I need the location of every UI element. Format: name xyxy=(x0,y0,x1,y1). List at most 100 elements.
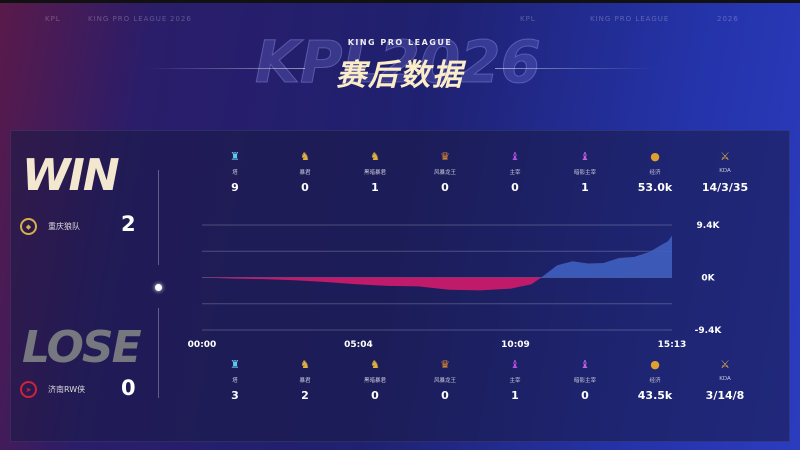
stat-tyrant: ♞ 暴君 2 xyxy=(270,358,340,402)
stat-label: 风暴龙王 xyxy=(433,378,456,384)
stat-overlord: ♝ 主宰 0 xyxy=(480,150,550,194)
tower-icon: ♜ xyxy=(230,150,240,163)
winner-team: ◆ 重庆狼队 xyxy=(20,218,80,235)
loser-score: 0 xyxy=(121,376,136,400)
overlord-icon: ♝ xyxy=(510,358,520,371)
stat-label: 暗影主宰 xyxy=(573,170,596,176)
win-label: WIN xyxy=(22,150,120,201)
sword-icon: ⚔ xyxy=(720,150,730,163)
gold-icon: ● xyxy=(650,358,660,371)
title-divider xyxy=(495,68,655,69)
stat-shadow-overlord: ♝ 暗影主宰 1 xyxy=(550,150,620,194)
stat-label: 经济 xyxy=(649,170,661,176)
overlord-icon: ♝ xyxy=(510,150,520,163)
stat-label: 暗影主宰 xyxy=(573,378,596,384)
stat-storm-dragon: ♛ 风暴龙王 0 xyxy=(410,358,480,402)
shadow-overlord-icon: ♝ xyxy=(580,358,590,371)
stat-value: 0 xyxy=(441,181,449,194)
y-tick-label: 0K xyxy=(701,274,715,284)
stat-label: 塔 xyxy=(232,378,238,384)
shadow-overlord-icon: ♝ xyxy=(580,150,590,163)
stat-sword: ⚔ KDA 3/14/8 xyxy=(690,358,760,402)
stat-value: 0 xyxy=(371,389,379,402)
stat-label: 经济 xyxy=(649,378,661,384)
team-name: 济南RW侠 xyxy=(48,385,86,394)
divider-line xyxy=(158,170,159,265)
storm-dragon-icon: ♛ xyxy=(440,150,450,163)
stat-value: 2 xyxy=(301,389,309,402)
title-divider xyxy=(145,68,305,69)
gold-lead-area-positive xyxy=(202,235,672,278)
dark-tyrant-icon: ♞ xyxy=(370,150,380,163)
storm-dragon-icon: ♛ xyxy=(440,358,450,371)
stat-value: 43.5k xyxy=(637,389,673,402)
stat-gold: ● 经济 53.0k xyxy=(620,150,690,194)
stat-label: 暴君 xyxy=(299,170,311,176)
stat-overlord: ♝ 主宰 1 xyxy=(480,358,550,402)
stat-value: 0 xyxy=(581,389,589,402)
y-tick-label: -9.4K xyxy=(695,326,723,336)
stat-value: 53.0k xyxy=(637,181,673,194)
stat-value: 14/3/35 xyxy=(701,181,749,194)
stat-value: 1 xyxy=(511,389,519,402)
watermark: 2026 xyxy=(170,15,192,23)
stat-value: 3/14/8 xyxy=(705,389,745,402)
stat-label: 暴君 xyxy=(299,378,311,384)
dark-tyrant-icon: ♞ xyxy=(370,358,380,371)
league-subtitle: KING PRO LEAGUE xyxy=(347,38,453,47)
stat-label: 黑暗暴君 xyxy=(363,378,386,384)
winner-score: 2 xyxy=(121,212,136,236)
tyrant-icon: ♞ xyxy=(300,150,310,163)
loser-team: ➤ 济南RW侠 xyxy=(20,381,85,398)
gold-icon: ● xyxy=(650,150,660,163)
stat-label: 风暴龙王 xyxy=(433,170,456,176)
stat-value: 1 xyxy=(581,181,589,194)
stat-value: 3 xyxy=(231,389,239,402)
stat-value: 9 xyxy=(231,181,239,194)
top-border xyxy=(0,0,800,3)
center-dot xyxy=(155,284,162,291)
big-watermark: KPL2026 xyxy=(255,28,542,97)
stat-value: 1 xyxy=(371,181,379,194)
stat-value: 0 xyxy=(441,389,449,402)
gold-lead-area-negative xyxy=(202,277,672,291)
stat-dark-tyrant: ♞ 黑暗暴君 0 xyxy=(340,358,410,402)
stat-value: 0 xyxy=(511,181,519,194)
wolves-logo-icon: ◆ xyxy=(20,218,37,235)
x-tick-label: 00:00 xyxy=(188,340,217,350)
stat-label: KDA xyxy=(719,168,731,174)
watermark: KPL xyxy=(520,15,536,23)
watermark: KING PRO LEAGUE xyxy=(590,15,670,23)
stat-tower: ♜ 塔 9 xyxy=(200,150,270,194)
stat-label: KDA xyxy=(719,376,731,382)
stat-gold: ● 经济 43.5k xyxy=(620,358,690,402)
stat-value: 0 xyxy=(301,181,309,194)
tyrant-icon: ♞ xyxy=(300,358,310,371)
watermark: 2026 xyxy=(717,15,739,23)
stat-label: 主宰 xyxy=(509,170,521,176)
watermark: KPL xyxy=(45,15,61,23)
rw-logo-icon: ➤ xyxy=(20,381,37,398)
x-tick-label: 05:04 xyxy=(344,340,373,350)
lose-label: LOSE xyxy=(22,322,142,373)
stat-dark-tyrant: ♞ 黑暗暴君 1 xyxy=(340,150,410,194)
stat-label: 塔 xyxy=(232,170,238,176)
y-tick-label: 9.4K xyxy=(697,221,721,231)
stat-storm-dragon: ♛ 风暴龙王 0 xyxy=(410,150,480,194)
watermark: KING PRO LEAGUE xyxy=(88,15,168,23)
loser-stats-row: ♜ 塔 3 ♞ 暴君 2 ♞ 黑暗暴君 0 ♛ 风暴龙王 0 ♝ 主宰 1 ♝ 暗影主宰 … xyxy=(200,358,760,402)
tower-icon: ♜ xyxy=(230,358,240,371)
divider-line xyxy=(158,308,159,398)
winner-stats-row: ♜ 塔 9 ♞ 暴君 0 ♞ 黑暗暴君 1 ♛ 风暴龙王 0 ♝ 主宰 0 ♝ 暗影主宰 … xyxy=(200,150,760,194)
stat-tower: ♜ 塔 3 xyxy=(200,358,270,402)
x-tick-label: 15:13 xyxy=(658,340,687,350)
sword-icon: ⚔ xyxy=(720,358,730,371)
stat-label: 主宰 xyxy=(509,378,521,384)
x-tick-label: 10:09 xyxy=(501,340,530,350)
stat-label: 黑暗暴君 xyxy=(363,170,386,176)
page-title: 赛后数据 xyxy=(336,58,464,93)
stat-tyrant: ♞ 暴君 0 xyxy=(270,150,340,194)
stat-shadow-overlord: ♝ 暗影主宰 0 xyxy=(550,358,620,402)
team-name: 重庆狼队 xyxy=(48,222,80,231)
